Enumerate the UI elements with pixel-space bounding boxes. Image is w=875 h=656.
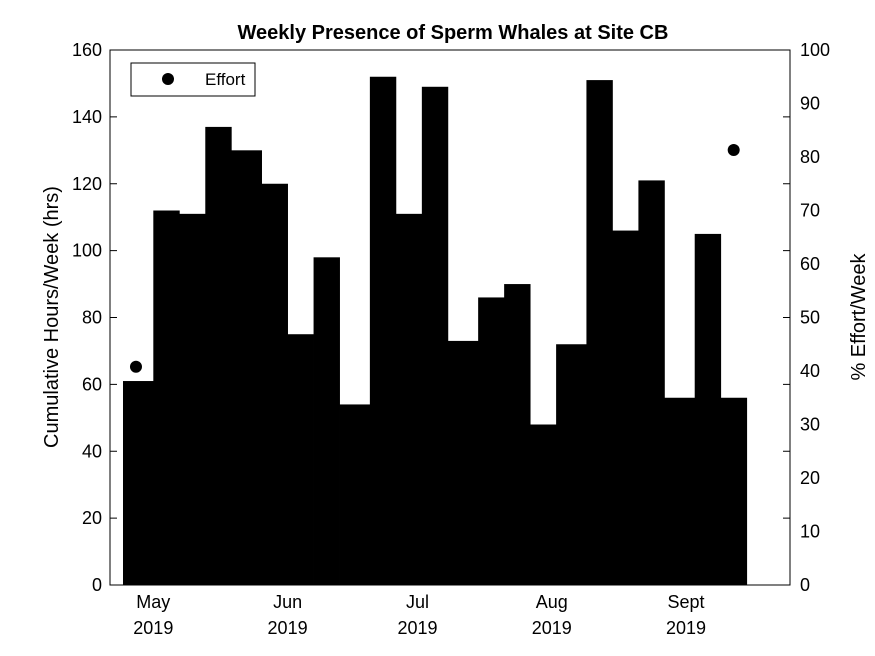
right-axis: 0 10 20 30 40 50 60 70 80 90 100 — [800, 40, 830, 595]
bar-week-2019-05-19 — [231, 150, 262, 585]
x-tick-month: Jul — [406, 592, 429, 612]
bar-week-2019-07-08 — [447, 340, 479, 585]
bar-week-2019-07-15 — [478, 297, 505, 585]
x-tick-year: 2019 — [532, 618, 572, 638]
legend-marker — [162, 73, 174, 85]
y2-tick-label: 0 — [800, 575, 810, 595]
y2-tick-label: 50 — [800, 308, 820, 328]
legend-label: Effort — [205, 70, 246, 89]
y-tick-label: 60 — [82, 374, 102, 394]
x-tick-month: May — [136, 592, 170, 612]
y-tick-label: 120 — [72, 174, 102, 194]
chart-title: Weekly Presence of Sperm Whales at Site … — [238, 22, 669, 44]
bar-week-2019-06-20 — [369, 76, 397, 585]
x-tick-month: Jun — [273, 592, 302, 612]
bar-week-2019-09-09 — [720, 397, 748, 585]
legend: Effort — [130, 62, 256, 97]
y-tick-label: 160 — [72, 40, 102, 60]
y2-tick-label: 10 — [800, 522, 820, 542]
y2-tick-label: 70 — [800, 201, 820, 221]
left-axis: 0 20 40 60 80 100 120 140 160 — [72, 40, 790, 595]
effort-points — [129, 144, 740, 373]
y-tick-label: 40 — [82, 441, 102, 461]
bar-week-2019-05-26 — [261, 183, 288, 585]
x-axis: May 2019 Jun 2019 Jul 2019 Aug 2019 Sept 2019 — [133, 578, 706, 638]
y2-axis-label: % Effort/Week — [848, 252, 870, 380]
bar-week-2019-06-01 — [287, 334, 314, 585]
y2-tick-label: 90 — [800, 94, 820, 114]
y2-tick-label: 20 — [800, 468, 820, 488]
y2-tick-label: 100 — [800, 40, 830, 60]
bar-week-2019-07-02 — [421, 86, 449, 585]
bar-week-2019-05-01 — [153, 210, 180, 585]
y2-tick-label: 30 — [800, 415, 820, 435]
y-tick-label: 140 — [72, 107, 102, 127]
x-tick-year: 2019 — [397, 618, 437, 638]
effort-point — [727, 144, 740, 157]
bar-week-2019-06-07 — [313, 257, 340, 585]
bar-week-2019-07-21 — [504, 284, 531, 585]
bar-week-2019-06-13 — [339, 404, 371, 585]
x-tick-year: 2019 — [268, 618, 308, 638]
y-axis-label: Cumulative Hours/Week (hrs) — [41, 186, 63, 448]
bar-week-2019-09-03 — [694, 233, 722, 585]
bar-week-2019-08-15 — [612, 230, 639, 585]
x-tick-year: 2019 — [666, 618, 706, 638]
bar-week-2019-04-24 — [122, 381, 154, 585]
x-tick-year: 2019 — [133, 618, 173, 638]
bar-week-2019-05-13 — [205, 126, 232, 585]
bar-week-2019-06-26 — [395, 213, 423, 585]
bar-week-2019-07-27 — [530, 424, 557, 585]
y-tick-label: 20 — [82, 508, 102, 528]
bar-week-2019-05-07 — [179, 213, 206, 585]
bars-layer — [122, 76, 748, 585]
x-tick-month: Sept — [668, 592, 705, 612]
y2-tick-label: 80 — [800, 147, 820, 167]
bar-week-2019-08-21 — [638, 180, 665, 585]
y2-tick-label: 40 — [800, 361, 820, 381]
bar-week-2019-08-27 — [664, 397, 696, 585]
x-tick-month: Aug — [536, 592, 568, 612]
y-tick-label: 100 — [72, 241, 102, 261]
bar-week-2019-08-02 — [556, 344, 587, 585]
effort-point — [129, 360, 142, 373]
y-tick-label: 0 — [92, 575, 102, 595]
legend-box — [130, 62, 256, 97]
y-tick-label: 80 — [82, 308, 102, 328]
bar-week-2019-08-09 — [586, 80, 613, 585]
y2-tick-label: 60 — [800, 254, 820, 274]
